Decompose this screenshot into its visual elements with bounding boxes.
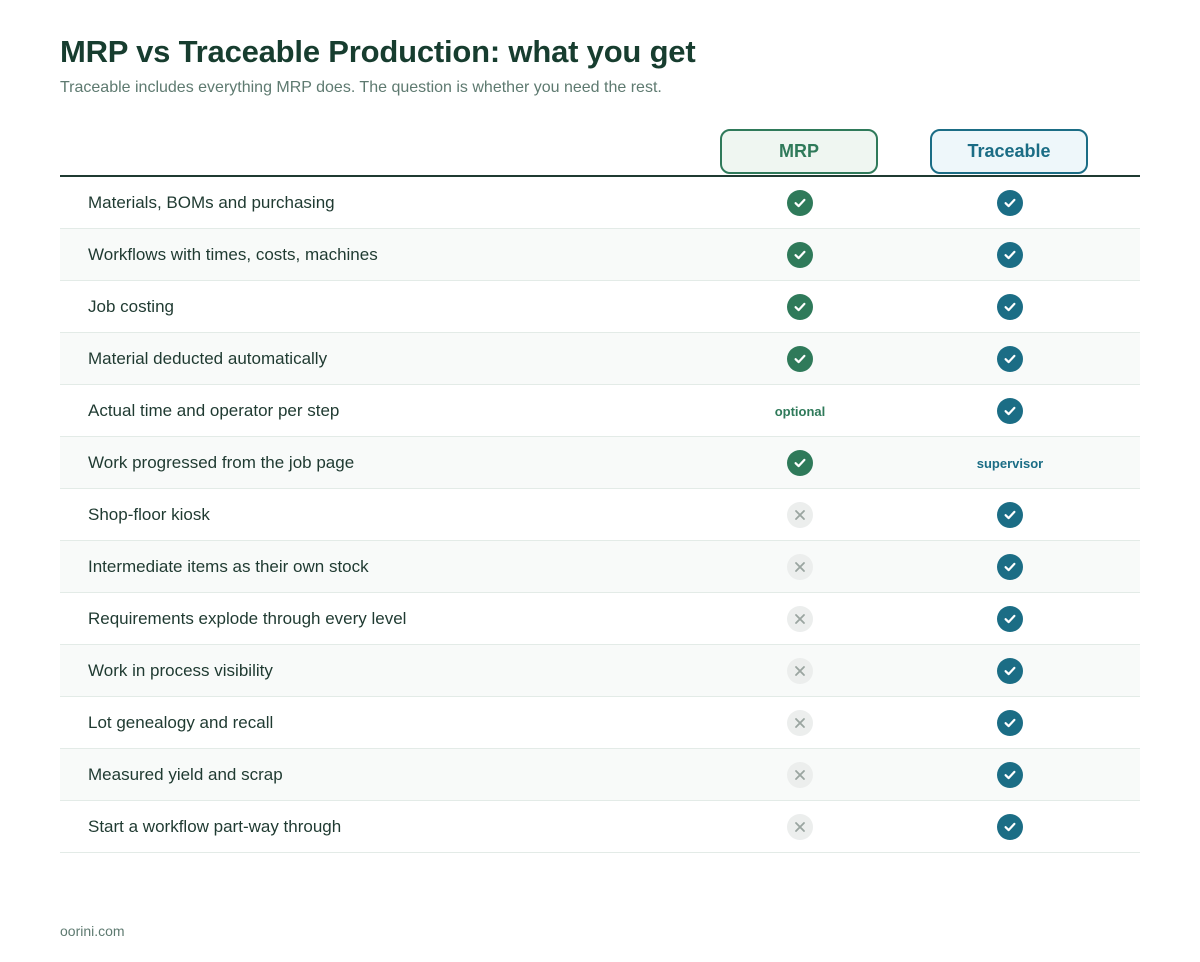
check-icon [997, 762, 1023, 788]
table-row: Lot genealogy and recall [60, 697, 1140, 749]
column-header-mrp: MRP [720, 129, 878, 174]
mrp-cell [720, 801, 880, 853]
check-icon [787, 450, 813, 476]
cross-icon [787, 710, 813, 736]
trace-cell [930, 645, 1090, 697]
mrp-cell [720, 541, 880, 593]
check-icon [997, 242, 1023, 268]
feature-label: Workflows with times, costs, machines [88, 245, 378, 264]
trace-cell [930, 593, 1090, 645]
table-row: Material deducted automatically [60, 333, 1140, 385]
feature-label: Requirements explode through every level [88, 609, 407, 628]
mrp-cell [720, 437, 880, 489]
table-row: Intermediate items as their own stock [60, 541, 1140, 593]
table-row: Job costing [60, 281, 1140, 333]
mrp-cell [720, 333, 880, 385]
mrp-cell: optional [720, 385, 880, 437]
table-row: Workflows with times, costs, machines [60, 229, 1140, 281]
feature-label: Shop-floor kiosk [88, 505, 210, 524]
trace-cell [930, 541, 1090, 593]
footer-source: oorini.com [60, 923, 125, 939]
check-icon [997, 502, 1023, 528]
check-icon [997, 658, 1023, 684]
table-row: Work progressed from the job page supervi… [60, 437, 1140, 489]
trace-cell [930, 801, 1090, 853]
mrp-cell [720, 281, 880, 333]
feature-label: Work in process visibility [88, 661, 273, 680]
table-row: Materials, BOMs and purchasing [60, 177, 1140, 229]
trace-cell [930, 177, 1090, 229]
cross-icon [787, 762, 813, 788]
mrp-cell [720, 177, 880, 229]
check-icon [997, 294, 1023, 320]
check-icon [997, 710, 1023, 736]
comparison-table: Materials, BOMs and purchasing Workflows … [60, 177, 1140, 853]
cross-icon [787, 502, 813, 528]
table-row: Shop-floor kiosk [60, 489, 1140, 541]
trace-cell [930, 281, 1090, 333]
feature-label: Actual time and operator per step [88, 401, 340, 420]
feature-label: Materials, BOMs and purchasing [88, 193, 335, 212]
feature-label: Job costing [88, 297, 174, 316]
column-header-traceable: Traceable [930, 129, 1088, 174]
mrp-cell [720, 229, 880, 281]
feature-label: Intermediate items as their own stock [88, 557, 369, 576]
page-subtitle: Traceable includes everything MRP does. … [60, 79, 662, 96]
mrp-cell [720, 749, 880, 801]
trace-cell: supervisor [930, 437, 1090, 489]
mrp-cell [720, 697, 880, 749]
check-icon [997, 398, 1023, 424]
feature-label: Measured yield and scrap [88, 765, 283, 784]
trace-cell [930, 333, 1090, 385]
check-icon [997, 554, 1023, 580]
table-row: Actual time and operator per step optiona… [60, 385, 1140, 437]
cross-icon [787, 814, 813, 840]
check-icon [997, 190, 1023, 216]
trace-cell [930, 385, 1090, 437]
feature-label: Work progressed from the job page [88, 453, 355, 472]
table-row: Measured yield and scrap [60, 749, 1140, 801]
check-icon [787, 242, 813, 268]
table-row: Requirements explode through every level [60, 593, 1140, 645]
mrp-cell [720, 489, 880, 541]
check-icon [997, 606, 1023, 632]
header-divider [60, 175, 1140, 177]
mrp-cell [720, 593, 880, 645]
trace-cell [930, 697, 1090, 749]
trace-cell [930, 749, 1090, 801]
page-title: MRP vs Traceable Production: what you ge… [60, 34, 696, 69]
feature-label: Material deducted automatically [88, 349, 328, 368]
cross-icon [787, 606, 813, 632]
check-icon [787, 346, 813, 372]
feature-label: Start a workflow part-way through [88, 817, 342, 836]
check-icon [787, 190, 813, 216]
check-icon [997, 814, 1023, 840]
cross-icon [787, 554, 813, 580]
availability-note: supervisor [976, 455, 1044, 471]
trace-cell [930, 489, 1090, 541]
table-row: Work in process visibility [60, 645, 1140, 697]
table-row: Start a workflow part-way through [60, 801, 1140, 853]
check-icon [997, 346, 1023, 372]
trace-cell [930, 229, 1090, 281]
feature-label: Lot genealogy and recall [88, 713, 274, 732]
mrp-cell [720, 645, 880, 697]
cross-icon [787, 658, 813, 684]
check-icon [787, 294, 813, 320]
availability-note: optional [774, 403, 826, 419]
